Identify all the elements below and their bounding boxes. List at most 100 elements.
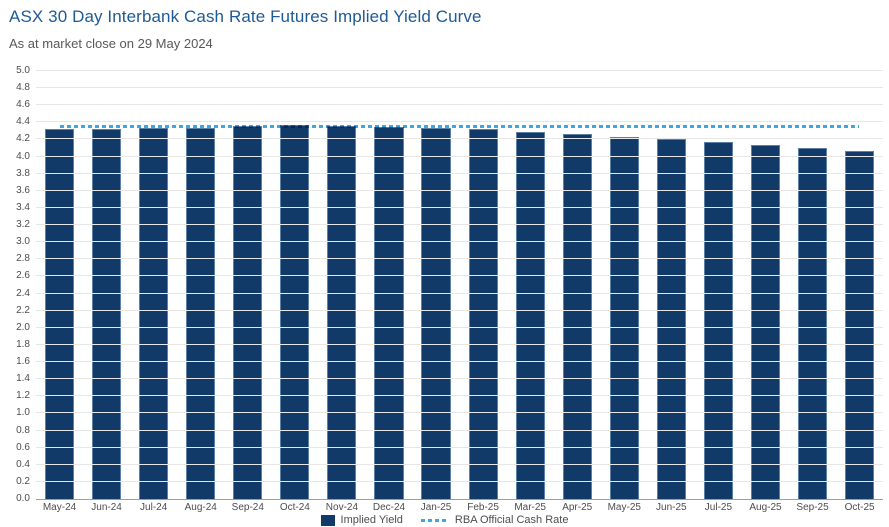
bar-cell: [695, 71, 742, 499]
x-tick-label: Jan-25: [420, 502, 452, 513]
legend-item-cash-rate: RBA Official Cash Rate: [420, 514, 569, 526]
gridline: [36, 309, 883, 311]
x-tick-label: Mar-25: [514, 502, 546, 513]
bar-cell: [789, 71, 836, 499]
gridline: [36, 104, 883, 106]
bar-cell: [601, 71, 648, 499]
x-tick-label: Jun-25: [656, 502, 687, 513]
bar-cell: [836, 71, 883, 499]
bar-mar-25: [515, 131, 545, 499]
y-tick-label: 3.8: [16, 167, 30, 179]
x-tick-label: May-25: [607, 502, 641, 513]
gridline: [36, 361, 883, 363]
gridline: [36, 87, 883, 89]
y-tick-label: 3.0: [16, 236, 30, 248]
gridline: [36, 326, 883, 328]
y-axis: 0.0 0.2 0.4 0.6 0.8 1.0 1.2 1.4 1.6 1.8 2.0 2.2 2.4 2…: [0, 66, 30, 504]
y-tick-label: 0.0: [16, 493, 30, 504]
x-tick-label: Jun-24: [91, 502, 122, 513]
x-tick-label: Apr-25: [562, 502, 593, 513]
x-tick-label: Dec-24: [372, 502, 406, 513]
x-tick-label: Aug-24: [184, 502, 217, 513]
gridline: [36, 172, 883, 174]
bar-cell: [224, 71, 271, 499]
x-tick-label: Nov-24: [325, 502, 359, 513]
y-tick-label: 0.6: [16, 441, 30, 453]
gridline: [36, 275, 883, 277]
y-tick-label: 0.8: [16, 424, 30, 436]
y-tick-label: 0.4: [16, 458, 30, 470]
chart-subtitle: As at market close on 29 May 2024: [9, 36, 213, 51]
bar-cell: [83, 71, 130, 499]
bar-cell: [318, 71, 365, 499]
y-tick-label: 0.2: [16, 475, 30, 487]
gridline: [36, 241, 883, 243]
x-tick-label: Jul-25: [704, 502, 733, 513]
bar-cell: [177, 71, 224, 499]
legend-label-cash-rate: RBA Official Cash Rate: [454, 514, 569, 526]
legend-item-implied-yield: Implied Yield: [320, 514, 403, 526]
y-tick-label: 2.6: [16, 270, 30, 282]
gridline: [36, 70, 883, 71]
bar-oct-25: [845, 151, 875, 499]
bar-jan-25: [421, 127, 451, 499]
gridline: [36, 412, 883, 414]
bar-cell: [742, 71, 789, 499]
y-tick-label: 1.2: [16, 390, 30, 402]
y-tick-label: 1.0: [16, 407, 30, 419]
gridline: [36, 224, 883, 226]
bar-cell: [507, 71, 554, 499]
y-tick-label: 4.2: [16, 133, 30, 145]
gridline: [36, 395, 883, 397]
y-tick-label: 3.4: [16, 201, 30, 213]
x-tick-label: Oct-25: [844, 502, 875, 513]
page-title: ASX 30 Day Interbank Cash Rate Futures I…: [9, 7, 482, 26]
rba-cash-rate-line: [59, 124, 860, 128]
bar-aug-25: [750, 145, 781, 499]
y-tick-label: 4.0: [16, 150, 30, 162]
y-tick-label: 4.8: [16, 82, 30, 94]
bar-cell: [460, 71, 507, 499]
x-tick-label: Aug-25: [749, 502, 782, 513]
x-tick-label: Sep-24: [231, 502, 264, 513]
legend: Implied Yield RBA Official Cash Rate: [0, 514, 889, 526]
gridline: [36, 292, 883, 294]
y-tick-label: 3.6: [16, 184, 30, 196]
bar-cell: [271, 71, 318, 499]
gridline: [36, 138, 883, 140]
bar-cell: [130, 71, 177, 499]
yield-curve-chart: 0.0 0.2 0.4 0.6 0.8 1.0 1.2 1.4 1.6 1.8 2.0 2.2 2.4 2…: [0, 65, 889, 527]
bar-feb-25: [468, 129, 498, 499]
gridline: [36, 480, 883, 482]
cash-rate-line-swatch: [420, 518, 449, 522]
implied-yield-swatch: [320, 514, 335, 526]
x-tick-label: Jul-24: [140, 502, 168, 513]
gridline: [36, 463, 883, 465]
x-tick-label: May-24: [42, 502, 77, 513]
bar-cell: [36, 71, 83, 499]
y-tick-label: 1.6: [16, 356, 30, 368]
bar-jun-25: [656, 139, 686, 499]
y-tick-label: 2.4: [16, 287, 30, 299]
bar-cell: [365, 71, 412, 499]
x-tick-label: Feb-25: [467, 502, 499, 513]
gridline: [36, 446, 883, 448]
y-tick-label: 2.8: [16, 253, 30, 265]
bar-cell: [648, 71, 695, 499]
gridline: [36, 206, 883, 208]
bar-aug-24: [186, 127, 216, 499]
y-tick-label: 5.0: [16, 65, 30, 76]
bar-jun-24: [92, 129, 122, 499]
y-tick-label: 1.4: [16, 373, 30, 385]
y-tick-label: 1.8: [16, 338, 30, 350]
bar-cell: [413, 71, 460, 499]
bar-dec-24: [374, 126, 404, 499]
bar-apr-25: [562, 134, 592, 499]
bar-nov-24: [327, 125, 357, 499]
bar-oct-24: [280, 124, 310, 499]
y-tick-label: 3.2: [16, 219, 30, 231]
bar-jul-25: [703, 142, 733, 499]
x-tick-label: Oct-24: [279, 502, 310, 513]
y-tick-label: 2.2: [16, 304, 30, 316]
